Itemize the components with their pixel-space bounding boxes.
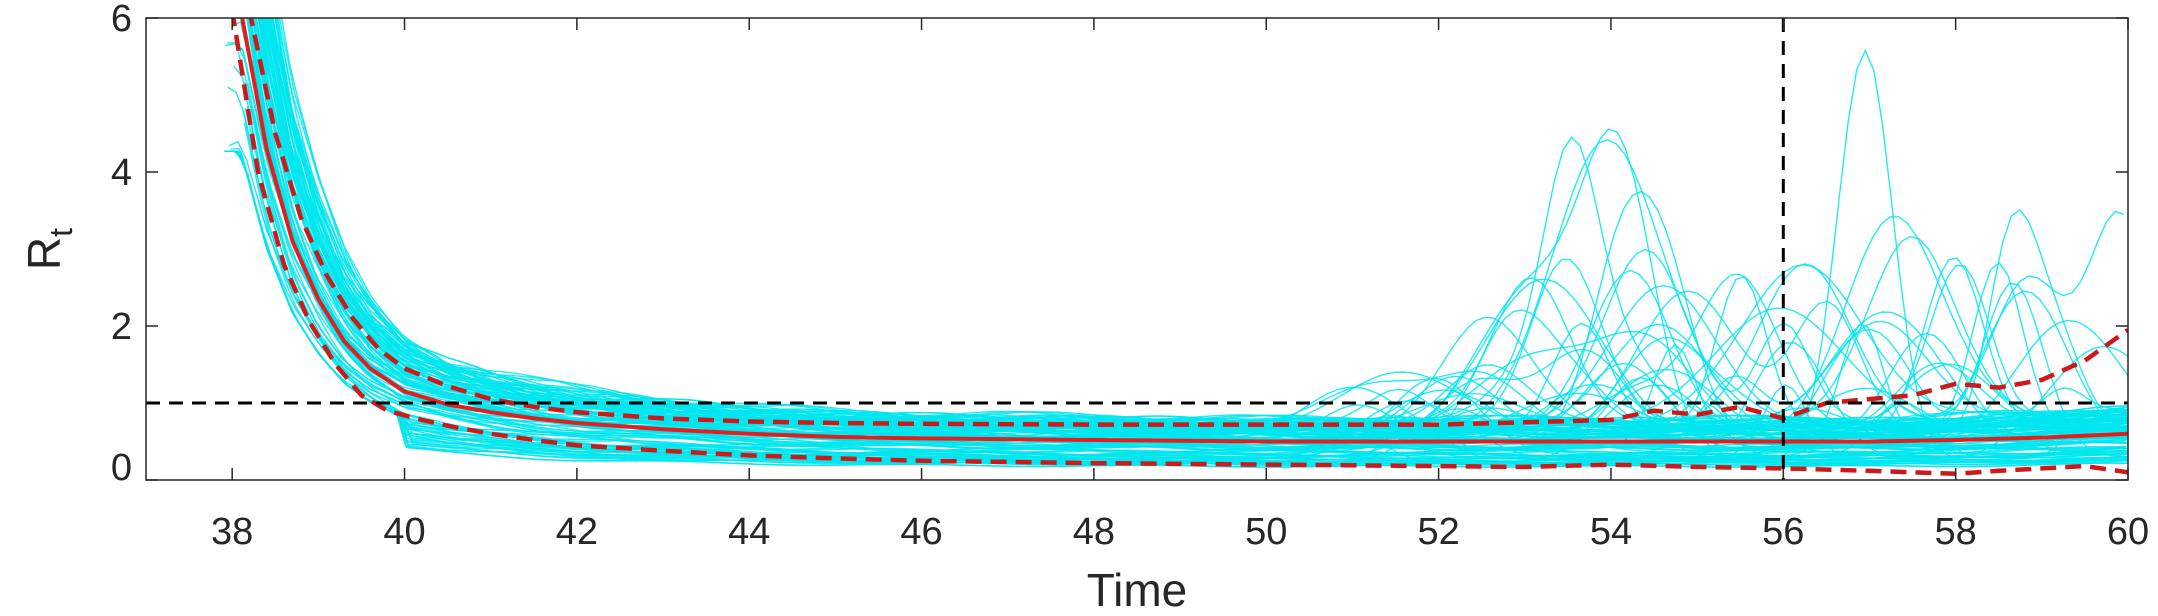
sample-trajectory bbox=[276, 18, 2128, 424]
x-tick-label: 42 bbox=[556, 511, 598, 553]
sample-trajectory bbox=[255, 18, 2125, 439]
x-tick-label: 40 bbox=[383, 511, 425, 553]
x-tick-label: 58 bbox=[1935, 511, 1977, 553]
y-tick-label: 6 bbox=[111, 0, 132, 40]
y-tick-label: 0 bbox=[111, 447, 132, 489]
x-tick-label: 48 bbox=[1073, 511, 1115, 553]
sample-trajectory bbox=[237, 150, 2126, 460]
median-line bbox=[240, 18, 2128, 444]
y-tick-label: 2 bbox=[111, 306, 132, 348]
x-tick-label: 54 bbox=[1590, 511, 1632, 553]
x-tick-label: 44 bbox=[728, 511, 770, 553]
summary-lines bbox=[231, 18, 2128, 477]
x-axis-title: Time bbox=[1087, 564, 1188, 616]
sample-trajectory bbox=[261, 229, 2128, 455]
sample-trajectory bbox=[259, 222, 2128, 463]
upper-line bbox=[248, 18, 2128, 427]
reference-lines bbox=[146, 18, 2128, 480]
x-tick-label: 60 bbox=[2107, 511, 2149, 553]
y-axis-title-subscript: t bbox=[43, 228, 79, 237]
x-tick-label: 50 bbox=[1245, 511, 1287, 553]
lower-line bbox=[231, 18, 2128, 477]
x-tick-label: 38 bbox=[211, 511, 253, 553]
y-axis-title: Rt bbox=[18, 228, 79, 270]
sample-trajectory bbox=[280, 18, 2126, 424]
plot-frame bbox=[145, 17, 2129, 481]
y-tick-label: 4 bbox=[111, 152, 132, 194]
sample-trajectory bbox=[260, 22, 2128, 438]
sample-trajectory bbox=[227, 86, 2128, 451]
x-tick-label: 46 bbox=[900, 511, 942, 553]
y-axis-ticks: 0 2 4 6 bbox=[111, 0, 2128, 489]
x-axis-ticks: 38 40 42 44 46 48 50 52 54 56 58 60 bbox=[211, 18, 2149, 553]
x-tick-label: 56 bbox=[1762, 511, 1804, 553]
x-tick-label: 52 bbox=[1417, 511, 1459, 553]
y-axis-title-main: R bbox=[18, 237, 70, 270]
sample-trajectory bbox=[244, 107, 2124, 449]
sample-trajectory bbox=[234, 150, 2128, 467]
